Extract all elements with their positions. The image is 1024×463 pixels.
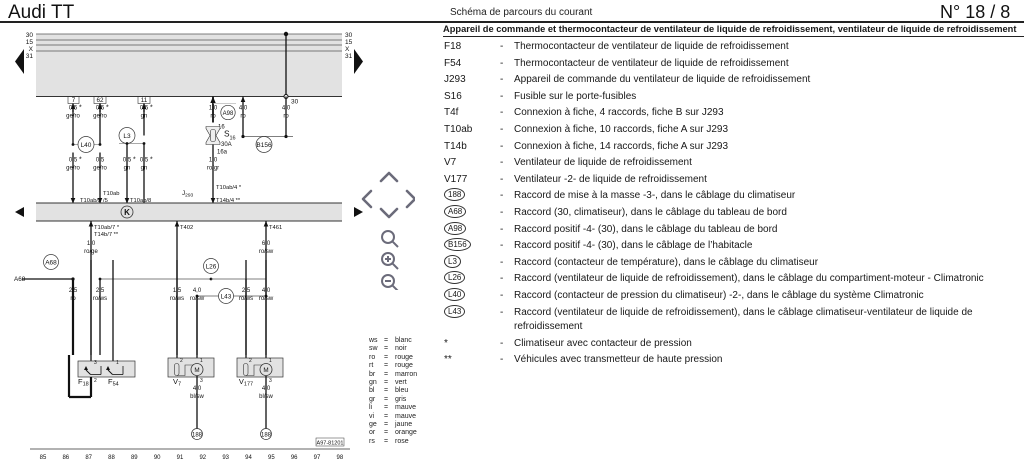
svg-text:98: 98 <box>337 455 344 461</box>
svg-text:T14b/7 **: T14b/7 ** <box>94 232 119 238</box>
svg-text:ro: ro <box>70 296 76 302</box>
svg-text:M: M <box>263 367 268 374</box>
svg-text:X: X <box>345 46 350 53</box>
svg-text:*: * <box>79 105 82 112</box>
svg-text:M: M <box>194 367 199 374</box>
svg-text:3: 3 <box>269 378 272 384</box>
svg-text:gn: gn <box>141 166 148 172</box>
svg-text:F18: F18 <box>78 377 89 388</box>
svg-text:A97-81201: A97-81201 <box>317 440 344 446</box>
svg-text:85: 85 <box>40 455 47 461</box>
svg-text:T10ab: T10ab <box>103 191 119 197</box>
svg-text:188: 188 <box>261 432 272 438</box>
svg-text:ro/gr: ro/gr <box>207 166 219 172</box>
svg-text:1: 1 <box>200 358 203 364</box>
svg-text:1,0: 1,0 <box>87 241 96 247</box>
svg-text:30: 30 <box>291 99 299 106</box>
svg-text:1: 1 <box>116 360 119 366</box>
svg-text:4,0: 4,0 <box>262 386 271 392</box>
svg-text:L3: L3 <box>123 133 131 140</box>
svg-text:30A: 30A <box>221 142 232 148</box>
svg-text:ro: ro <box>283 114 289 120</box>
svg-text:4,0: 4,0 <box>193 288 202 294</box>
svg-text:1,0: 1,0 <box>209 158 218 164</box>
svg-text:V7: V7 <box>173 377 181 388</box>
svg-text:0,5: 0,5 <box>140 158 149 164</box>
svg-text:94: 94 <box>245 455 252 461</box>
svg-text:3: 3 <box>200 378 203 384</box>
svg-text:88: 88 <box>108 455 115 461</box>
svg-text:B156: B156 <box>256 142 272 149</box>
svg-text:1: 1 <box>269 358 272 364</box>
svg-text:0,5: 0,5 <box>123 158 132 164</box>
svg-text:95: 95 <box>268 455 275 461</box>
svg-text:0,5: 0,5 <box>96 158 105 164</box>
svg-text:4,0: 4,0 <box>193 386 202 392</box>
svg-text:188: 188 <box>192 432 203 438</box>
svg-text:L26: L26 <box>206 264 217 271</box>
svg-text:A68: A68 <box>45 260 57 267</box>
svg-text:93: 93 <box>222 455 229 461</box>
svg-text:15: 15 <box>345 39 353 46</box>
svg-text:*: * <box>79 157 82 164</box>
svg-text:*: * <box>106 105 109 112</box>
svg-text:31: 31 <box>26 53 34 60</box>
svg-text:7: 7 <box>72 97 76 104</box>
svg-text:bl/sw: bl/sw <box>190 394 204 400</box>
svg-text:16: 16 <box>230 136 236 142</box>
svg-text:86: 86 <box>62 455 69 461</box>
svg-text:T402: T402 <box>180 225 193 231</box>
svg-text:J293: J293 <box>182 190 193 199</box>
svg-text:6,0: 6,0 <box>262 241 271 247</box>
svg-text:V177: V177 <box>239 377 253 388</box>
svg-text:4,0: 4,0 <box>239 106 248 112</box>
svg-text:1,0: 1,0 <box>209 106 218 112</box>
svg-text:0,5: 0,5 <box>69 158 78 164</box>
svg-text:*: * <box>133 157 136 164</box>
svg-text:31: 31 <box>345 53 353 60</box>
svg-text:3: 3 <box>94 360 97 366</box>
svg-text:A98: A98 <box>223 111 234 117</box>
svg-text:89: 89 <box>131 455 138 461</box>
svg-text:*: * <box>150 105 153 112</box>
svg-text:*: * <box>150 157 153 164</box>
svg-text:90: 90 <box>154 455 161 461</box>
svg-text:2: 2 <box>249 358 252 364</box>
svg-text:92: 92 <box>199 455 206 461</box>
svg-text:ro/ws: ro/ws <box>93 296 107 302</box>
svg-text:2: 2 <box>94 378 97 384</box>
svg-text:15: 15 <box>26 39 34 46</box>
svg-text:2,5: 2,5 <box>69 288 78 294</box>
svg-text:L43: L43 <box>221 294 232 301</box>
svg-text:11: 11 <box>141 97 148 104</box>
svg-text:2: 2 <box>180 358 183 364</box>
svg-text:96: 96 <box>291 455 298 461</box>
svg-text:gn: gn <box>124 166 131 172</box>
svg-text:97: 97 <box>314 455 321 461</box>
svg-text:62: 62 <box>96 97 104 104</box>
svg-text:K: K <box>124 208 130 217</box>
svg-text:30: 30 <box>345 32 353 39</box>
svg-text:87: 87 <box>85 455 92 461</box>
svg-text:91: 91 <box>177 455 184 461</box>
svg-text:bl/sw: bl/sw <box>259 394 273 400</box>
svg-text:2,5: 2,5 <box>96 288 105 294</box>
svg-text:ge/ro: ge/ro <box>66 166 80 172</box>
svg-text:ro/sw: ro/sw <box>259 249 274 255</box>
svg-text:X: X <box>29 46 34 53</box>
svg-text:L40: L40 <box>81 142 92 149</box>
svg-text:4,0: 4,0 <box>282 106 291 112</box>
svg-text:ro: ro <box>240 114 246 120</box>
svg-text:ge/ro: ge/ro <box>93 166 107 172</box>
svg-text:T461: T461 <box>269 225 282 231</box>
svg-text:F54: F54 <box>108 377 119 388</box>
svg-text:T10ab/4 *: T10ab/4 * <box>216 185 242 191</box>
svg-text:T10ab/7 *: T10ab/7 * <box>94 225 120 231</box>
svg-text:ro: ro <box>210 114 216 120</box>
svg-text:30: 30 <box>26 32 34 39</box>
svg-text:16a: 16a <box>217 150 228 156</box>
svg-text:ro/ge: ro/ge <box>84 249 98 255</box>
